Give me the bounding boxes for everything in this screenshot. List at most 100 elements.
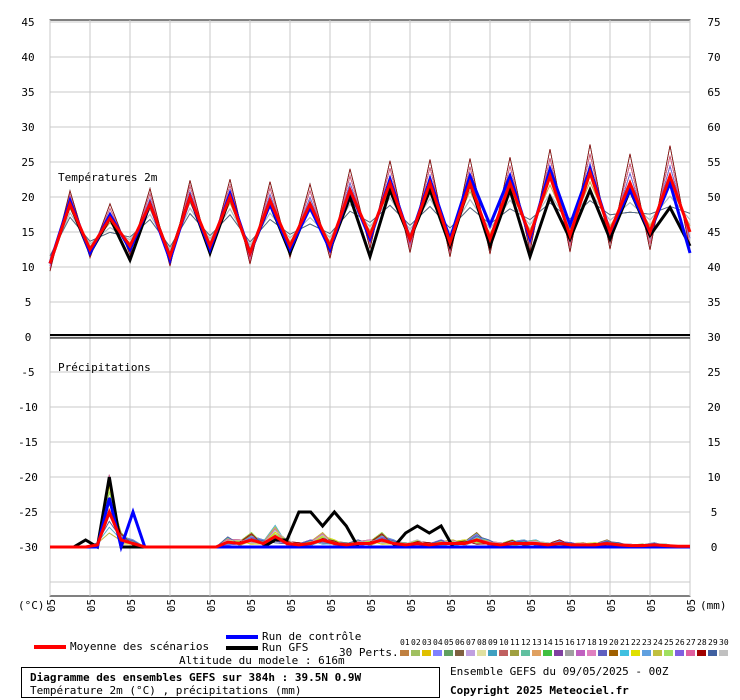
pert-number: 02 bbox=[411, 638, 421, 647]
temp-right-tick: 75 bbox=[707, 16, 720, 29]
run-info: Ensemble GEFS du 09/05/2025 - 00Z bbox=[450, 665, 669, 678]
x-tick-label: 09/05 bbox=[45, 599, 58, 612]
precip-left-tick: -20 bbox=[18, 471, 38, 484]
x-tick-label: 22/05 bbox=[565, 599, 578, 612]
pert-swatch bbox=[609, 650, 618, 656]
pert-swatch bbox=[653, 650, 662, 656]
pert-number: 25 bbox=[664, 638, 674, 647]
pert-swatch bbox=[444, 650, 453, 656]
pert-swatch bbox=[565, 650, 574, 656]
pert-number: 09 bbox=[488, 638, 498, 647]
pert-swatch bbox=[719, 650, 728, 656]
pert-swatch bbox=[642, 650, 651, 656]
pert-swatch bbox=[708, 650, 717, 656]
temp-left-tick: 15 bbox=[21, 226, 34, 239]
xlabel-right: (mm) bbox=[700, 599, 727, 612]
x-tick-label: 20/05 bbox=[485, 599, 498, 612]
precip-right-tick: 25 bbox=[707, 366, 720, 379]
pert-swatch bbox=[576, 650, 585, 656]
pert-number: 01 bbox=[400, 638, 410, 647]
x-tick-label: 23/05 bbox=[605, 599, 618, 612]
pert-number: 24 bbox=[653, 638, 663, 647]
pert-number: 11 bbox=[510, 638, 520, 647]
ensemble-chart: 45403530252015105075706560555045403530-5… bbox=[18, 16, 727, 612]
temp-right-tick: 35 bbox=[707, 296, 720, 309]
x-tick-label: 14/05 bbox=[245, 599, 258, 612]
pert-number: 30 bbox=[719, 638, 729, 647]
pert-number: 17 bbox=[576, 638, 586, 647]
pert-number: 15 bbox=[554, 638, 564, 647]
x-tick-label: 12/05 bbox=[165, 599, 178, 612]
pert-number: 05 bbox=[444, 638, 454, 647]
precip-right-tick: 15 bbox=[707, 436, 720, 449]
pert-swatch bbox=[631, 650, 640, 656]
pert-number: 23 bbox=[642, 638, 652, 647]
pert-number: 22 bbox=[631, 638, 641, 647]
x-tick-label: 17/05 bbox=[365, 599, 378, 612]
x-tick-label: 16/05 bbox=[325, 599, 338, 612]
legend-gfs-label: Run GFS bbox=[262, 641, 309, 654]
temp-right-tick: 70 bbox=[707, 51, 720, 64]
pert-swatch bbox=[400, 650, 409, 656]
temp-right-tick: 65 bbox=[707, 86, 720, 99]
temp-left-tick: 5 bbox=[25, 296, 32, 309]
pert-number: 21 bbox=[620, 638, 630, 647]
footer-box: Diagramme des ensembles GEFS sur 384h : … bbox=[21, 667, 440, 698]
copyright: Copyright 2025 Meteociel.fr bbox=[450, 684, 629, 697]
temp-left-tick: 35 bbox=[21, 86, 34, 99]
legend-gfs: Run GFS bbox=[226, 642, 308, 654]
precip-left-tick: -10 bbox=[18, 401, 38, 414]
legend-mean: Moyenne des scénarios bbox=[34, 641, 209, 653]
temp-right-tick: 40 bbox=[707, 261, 720, 274]
precip-right-tick: 10 bbox=[707, 471, 720, 484]
temp-panel-label: Températures 2m bbox=[58, 171, 158, 184]
pert-number: 08 bbox=[477, 638, 487, 647]
pert-swatch bbox=[543, 650, 552, 656]
pert-number: 12 bbox=[521, 638, 531, 647]
temp-right-tick: 45 bbox=[707, 226, 720, 239]
precip-right-tick: 5 bbox=[711, 506, 718, 519]
precip-left-tick: -25 bbox=[18, 506, 38, 519]
precip-panel-label: Précipitations bbox=[58, 361, 151, 374]
pert-swatch bbox=[686, 650, 695, 656]
pert-number: 29 bbox=[708, 638, 718, 647]
x-tick-label: 24/05 bbox=[645, 599, 658, 612]
pert-swatch bbox=[422, 650, 431, 656]
pert-number: 04 bbox=[433, 638, 443, 647]
pert-number: 26 bbox=[675, 638, 685, 647]
gfs-swatch bbox=[226, 646, 258, 650]
pert-swatch bbox=[521, 650, 530, 656]
pert-swatch bbox=[532, 650, 541, 656]
pert-number: 16 bbox=[565, 638, 575, 647]
precip-right-tick: 20 bbox=[707, 401, 720, 414]
footer-subtitle: Température 2m (°C) , précipitations (mm… bbox=[30, 684, 302, 697]
legend-perts: 30 Perts. bbox=[339, 646, 399, 659]
pert-number: 20 bbox=[609, 638, 619, 647]
pert-number: 19 bbox=[598, 638, 608, 647]
temp-left-tick: 25 bbox=[21, 156, 34, 169]
pert-number: 14 bbox=[543, 638, 553, 647]
temp-left-tick: 40 bbox=[21, 51, 34, 64]
altitude-text: Altitude du modele : 616m bbox=[179, 654, 345, 667]
temp-right-tick: 60 bbox=[707, 121, 720, 134]
pert-swatch bbox=[620, 650, 629, 656]
x-tick-label: 15/05 bbox=[285, 599, 298, 612]
xlabel-left: (°C) bbox=[18, 599, 45, 612]
temp-left-tick: 10 bbox=[21, 261, 34, 274]
pert-number: 07 bbox=[466, 638, 476, 647]
x-tick-label: 25/05 bbox=[685, 599, 698, 612]
pert-number: 27 bbox=[686, 638, 696, 647]
precip-left-tick: -15 bbox=[18, 436, 38, 449]
pert-swatch bbox=[510, 650, 519, 656]
pert-swatch bbox=[433, 650, 442, 656]
pert-swatch bbox=[554, 650, 563, 656]
x-tick-label: 10/05 bbox=[85, 599, 98, 612]
temp-series-line bbox=[48, 167, 692, 264]
x-tick-label: 11/05 bbox=[125, 599, 138, 612]
mean-swatch bbox=[34, 645, 66, 649]
temp-right-tick: 50 bbox=[707, 191, 720, 204]
temp-right-tick: 55 bbox=[707, 156, 720, 169]
pert-swatch bbox=[664, 650, 673, 656]
pert-swatch bbox=[675, 650, 684, 656]
pert-swatch bbox=[455, 650, 464, 656]
